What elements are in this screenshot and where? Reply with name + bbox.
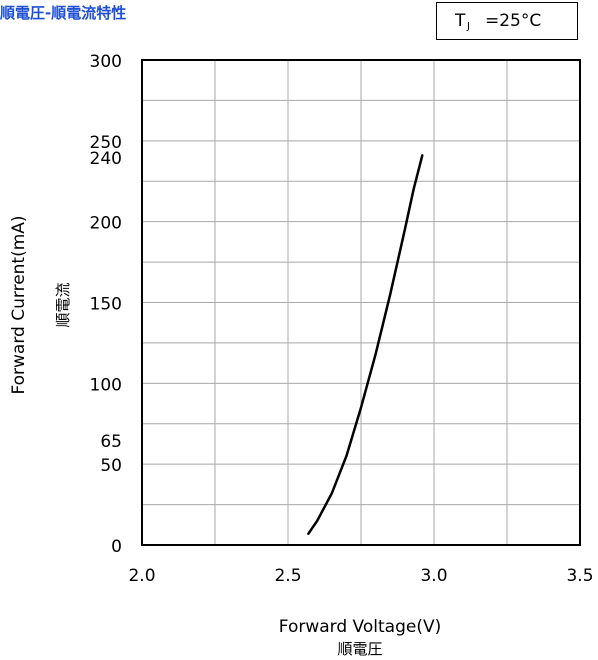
page-title: 順電圧-順電流特性 (0, 4, 127, 22)
temperature-condition-box: T J =25°C (436, 2, 578, 40)
x-axis-subtitle: 順電圧 (337, 640, 382, 658)
x-axis-title: Forward Voltage(V) (279, 617, 441, 637)
condition-symbol: T (455, 11, 466, 31)
x-tick-label: 3.0 (420, 566, 447, 586)
x-tick-label: 2.5 (274, 566, 301, 586)
y-tick-label: 65 (100, 432, 122, 452)
y-tick-label: 250 (90, 133, 122, 153)
y-tick-label: 150 (90, 295, 122, 315)
x-tick-label: 2.0 (128, 566, 155, 586)
x-tick-labels: 2.0 2.5 3.0 3.5 (128, 566, 593, 586)
grid-lines (142, 60, 580, 545)
y-tick-label: 240 (90, 149, 122, 169)
condition-value: =25°C (485, 11, 542, 31)
condition-subscript: J (467, 21, 470, 32)
y-axis-title: Forward Current(mA) (9, 215, 29, 394)
series-layer (307, 154, 424, 535)
plot-area-frame (141, 59, 581, 546)
y-tick-label: 50 (100, 456, 122, 476)
y-tick-label: 100 (90, 375, 122, 395)
y-tick-label: 0 (111, 537, 122, 557)
y-axis-subtitle: 順電流 (54, 282, 72, 327)
y-tick-label: 200 (90, 214, 122, 234)
x-tick-label: 3.5 (566, 566, 593, 586)
series-line (307, 154, 424, 535)
y-tick-label: 300 (90, 52, 122, 72)
